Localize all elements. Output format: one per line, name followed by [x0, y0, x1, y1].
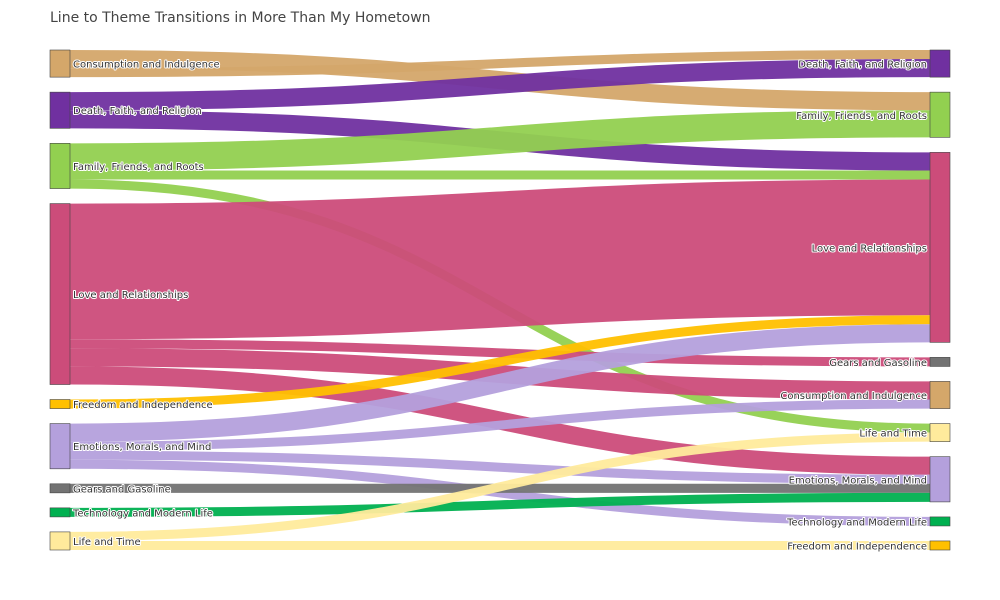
left-node-label: Love and Relationships: [73, 290, 188, 301]
left-node[interactable]: [49, 483, 71, 494]
sankey-link[interactable]: [69, 49, 931, 78]
left-node[interactable]: [49, 531, 71, 551]
left-node-label: Life and Time: [73, 537, 141, 548]
sankey-link[interactable]: [69, 324, 931, 442]
right-node[interactable]: [929, 152, 951, 343]
sankey-link[interactable]: [69, 459, 931, 526]
left-node-label: Emotions, Morals, and Mind: [73, 442, 211, 453]
sankey-link[interactable]: [69, 179, 931, 340]
sankey-link[interactable]: [69, 315, 931, 409]
left-node-label: Death, Faith, and Religion: [73, 106, 202, 117]
left-node-label: Consumption and Indulgence: [73, 60, 220, 71]
chart-title: Line to Theme Transitions in More Than M…: [50, 10, 431, 26]
right-node-label: Gears and Gasoline: [829, 358, 927, 369]
sankey-link[interactable]: [69, 432, 931, 541]
right-node-label: Emotions, Morals, and Mind: [789, 475, 927, 486]
labels-group: Consumption and Indulgence Death, Faith, …: [71, 59, 928, 554]
left-node[interactable]: [49, 143, 71, 189]
right-node-label: Love and Relationships: [812, 243, 927, 254]
right-node-label: Consumption and Indulgence: [780, 391, 927, 402]
sankey-link[interactable]: [69, 339, 931, 367]
left-node[interactable]: [49, 399, 71, 409]
nodes-group: [49, 49, 951, 551]
sankey-link[interactable]: [69, 399, 931, 451]
right-node-label: Family, Friends, and Roots: [796, 111, 927, 122]
left-node[interactable]: [49, 203, 71, 385]
right-node-label: Death, Faith, and Religion: [798, 60, 927, 71]
right-node[interactable]: [929, 516, 951, 527]
right-node[interactable]: [929, 540, 951, 551]
right-node[interactable]: [929, 456, 951, 503]
left-node[interactable]: [49, 507, 71, 518]
left-node[interactable]: [49, 423, 71, 470]
sankey-link[interactable]: [69, 59, 931, 111]
right-node-label: Life and Time: [859, 429, 927, 440]
right-node-label: Freedom and Independence: [787, 541, 927, 552]
sankey-link[interactable]: [69, 492, 931, 517]
left-node-label: Family, Friends, and Roots: [73, 162, 204, 173]
links-group: [69, 49, 931, 550]
left-node-label: Gears and Gasoline: [73, 484, 171, 495]
left-node[interactable]: [49, 91, 71, 129]
right-node[interactable]: [929, 381, 951, 409]
right-node[interactable]: [929, 49, 951, 78]
right-node[interactable]: [929, 423, 951, 442]
left-node-label: Freedom and Independence: [73, 400, 213, 411]
right-node[interactable]: [929, 357, 951, 367]
right-node-label: Technology and Modern Life: [786, 517, 927, 528]
sankey-link[interactable]: [69, 450, 931, 484]
left-node-label: Technology and Modern Life: [72, 508, 213, 519]
sankey-link[interactable]: [69, 110, 931, 171]
right-node[interactable]: [929, 91, 951, 138]
left-node[interactable]: [49, 49, 71, 78]
